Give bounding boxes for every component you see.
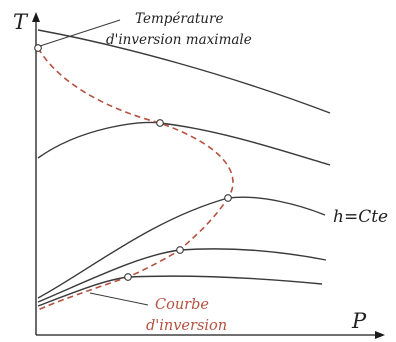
inversion-point-5 — [124, 273, 132, 281]
x-axis-label: P — [351, 309, 367, 333]
max-inversion-label-line2: d'inversion maximale — [106, 32, 252, 48]
isenthalp-curve-5 — [37, 275, 323, 307]
y-axis-arrow — [32, 12, 40, 22]
inversion-curve — [37, 47, 234, 311]
axes — [32, 12, 385, 339]
x-axis-arrow — [375, 331, 385, 339]
inversion-curve-label-line1: Courbe — [155, 297, 209, 313]
y-axis-label: T — [13, 10, 29, 34]
max-inversion-point — [34, 44, 42, 52]
inversion-leader — [89, 292, 149, 306]
inversion-point-2 — [156, 119, 164, 127]
inversion-points — [34, 44, 232, 281]
max-inversion-label-line1: Température — [135, 11, 223, 27]
inversion-point-4 — [176, 246, 184, 254]
max-inversion-leader — [39, 19, 121, 47]
inversion-curve-label-line2: d'inversion — [146, 318, 227, 334]
isenthalp-label: h=Cte — [333, 207, 388, 227]
isenthalp-curve-1 — [37, 29, 331, 114]
isenthalp-curves — [37, 29, 331, 307]
isenthalp-curve-2 — [37, 121, 331, 166]
isenthalp-curve-3 — [37, 196, 326, 299]
inversion-point-3 — [224, 194, 232, 202]
